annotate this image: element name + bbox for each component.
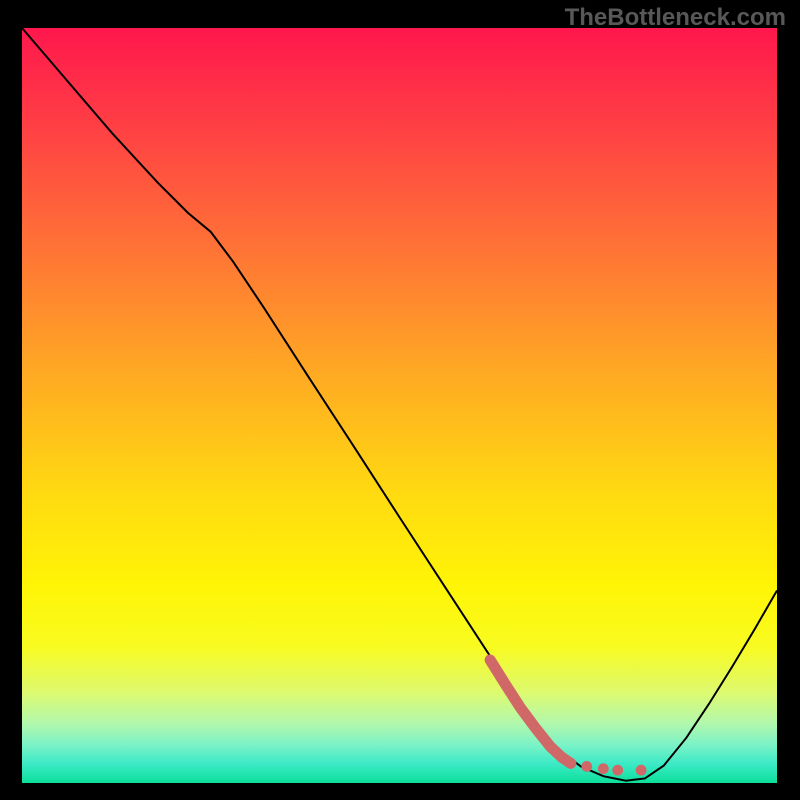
highlight-dot — [598, 763, 609, 774]
chart-svg — [22, 28, 777, 783]
chart-container: TheBottleneck.com — [0, 0, 800, 800]
attribution-label: TheBottleneck.com — [565, 4, 786, 32]
main-curve — [22, 28, 777, 781]
highlight-dot — [581, 761, 592, 772]
highlight-segment — [490, 660, 571, 763]
plot-area — [22, 28, 777, 783]
highlight-dot — [636, 765, 647, 776]
highlight-dot — [612, 765, 623, 776]
